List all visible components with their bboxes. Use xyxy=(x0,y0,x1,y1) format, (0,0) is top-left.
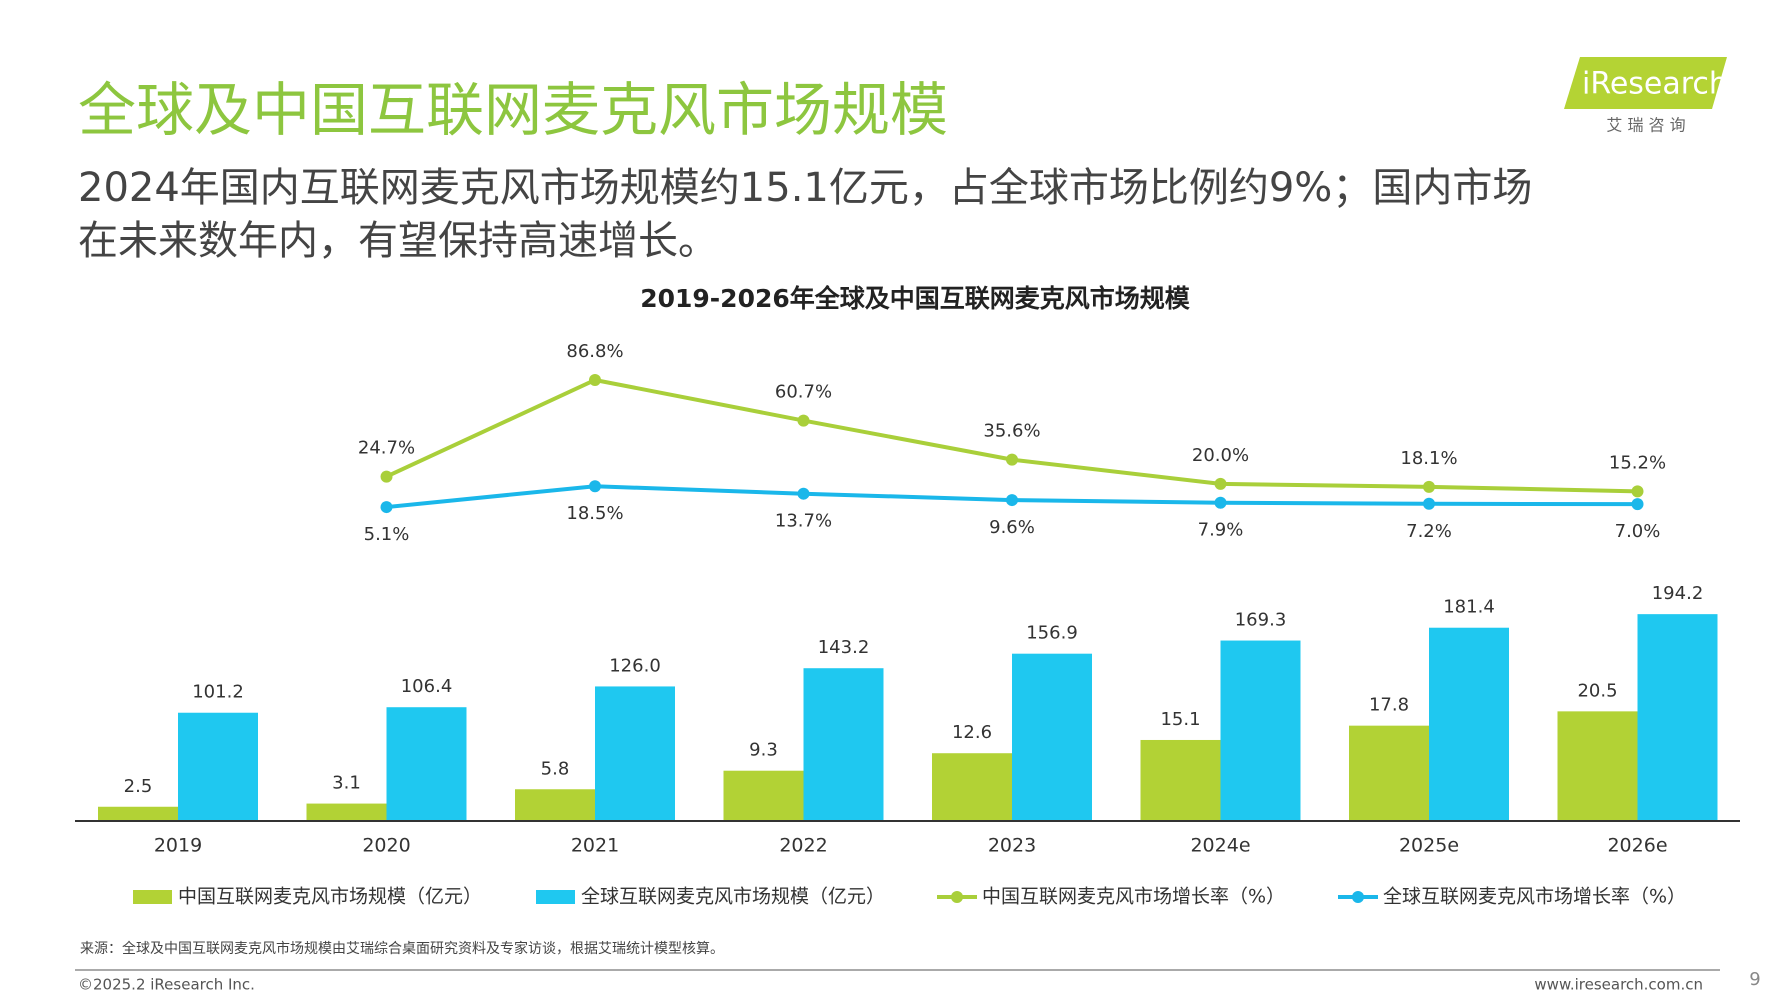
line-point xyxy=(1631,485,1644,498)
bar xyxy=(98,806,178,820)
bar-value-label: 169.3 xyxy=(1235,610,1287,631)
x-tick-label: 2020 xyxy=(362,835,410,857)
bar xyxy=(386,707,467,820)
bar xyxy=(1429,627,1509,820)
x-tick-label: 2021 xyxy=(571,835,619,857)
bar xyxy=(1637,614,1718,820)
bar xyxy=(723,770,804,820)
legend-label: 中国互联网麦克风市场规模（亿元） xyxy=(178,886,482,908)
bar-value-label: 15.1 xyxy=(1160,709,1200,730)
x-tick-label: 2025e xyxy=(1399,835,1459,857)
logo-badge xyxy=(1564,57,1727,109)
line-point xyxy=(1006,453,1018,466)
legend-swatch xyxy=(536,890,575,904)
line-point xyxy=(797,414,810,427)
line-value-label: 5.1% xyxy=(364,524,410,545)
line-value-label: 18.1% xyxy=(1400,448,1457,469)
url: www.iresearch.com.cn xyxy=(1534,976,1703,994)
bar-value-label: 2.5 xyxy=(124,776,153,797)
bar xyxy=(932,753,1012,820)
source: 来源：全球及中国互联网麦克风市场规模由艾瑞综合桌面研究资料及专家访谈，根据艾瑞统… xyxy=(80,940,724,957)
legend-label: 中国互联网麦克风市场增长率（%） xyxy=(982,886,1285,908)
x-tick-label: 2019 xyxy=(154,835,202,857)
copyright: ©2025.2 iResearch Inc. xyxy=(78,976,255,994)
legend-label: 全球互联网麦克风市场规模（亿元） xyxy=(581,886,885,908)
legend-swatch xyxy=(951,891,963,903)
line-point xyxy=(1214,477,1227,490)
line-point xyxy=(1423,480,1435,493)
line-point xyxy=(380,470,393,483)
bar-value-label: 17.8 xyxy=(1369,695,1409,716)
bar xyxy=(178,712,258,820)
legend-swatch xyxy=(1352,891,1364,903)
bar xyxy=(1012,653,1092,820)
x-tick-label: 2026e xyxy=(1607,835,1667,857)
bar-value-label: 101.2 xyxy=(192,682,244,703)
title: 全球及中国互联网麦克风市场规模 xyxy=(78,76,948,144)
line-value-label: 9.6% xyxy=(989,517,1035,538)
line-value-label: 7.9% xyxy=(1198,520,1244,541)
line-point xyxy=(1006,494,1018,507)
legend-swatch xyxy=(133,890,172,904)
line-point xyxy=(1214,496,1227,509)
page-number: 9 xyxy=(1749,969,1760,990)
bar-value-label: 12.6 xyxy=(952,722,992,743)
bar xyxy=(595,686,675,820)
legend-label: 全球互联网麦克风市场增长率（%） xyxy=(1383,886,1686,908)
bar xyxy=(515,789,595,820)
line-value-label: 24.7% xyxy=(358,438,415,459)
line-value-label: 15.2% xyxy=(1609,452,1666,473)
bar-value-label: 5.8 xyxy=(541,758,570,779)
line-value-label: 13.7% xyxy=(775,511,832,532)
bar xyxy=(1140,739,1221,820)
line-value-label: 7.2% xyxy=(1406,521,1452,542)
bar-value-label: 106.4 xyxy=(401,676,453,697)
x-tick-label: 2024e xyxy=(1190,835,1250,857)
bar-value-label: 20.5 xyxy=(1577,680,1617,701)
logo-brand: iResearch xyxy=(1582,67,1728,102)
x-tick-label: 2022 xyxy=(779,835,827,857)
chart-title: 2019-2026年全球及中国互联网麦克风市场规模 xyxy=(640,284,1191,313)
line-point xyxy=(797,487,810,500)
bar xyxy=(1349,725,1429,820)
bar-value-label: 126.0 xyxy=(609,655,661,676)
line-value-label: 7.0% xyxy=(1615,521,1661,542)
line-value-label: 20.0% xyxy=(1192,445,1249,466)
bar-value-label: 3.1 xyxy=(332,773,361,794)
bar-value-label: 181.4 xyxy=(1443,597,1495,618)
line-point xyxy=(589,373,601,386)
line-point xyxy=(380,501,393,514)
subtitle: 在未来数年内，有望保持高速增长。 xyxy=(78,218,718,264)
bar-value-label: 156.9 xyxy=(1026,623,1078,644)
line-value-label: 18.5% xyxy=(566,503,623,524)
subtitle: 2024年国内互联网麦克风市场规模约15.1亿元，占全球市场比例约9%；国内市场 xyxy=(78,165,1532,211)
line-value-label: 35.6% xyxy=(983,421,1040,442)
line-value-label: 60.7% xyxy=(775,382,832,403)
bar-value-label: 194.2 xyxy=(1652,583,1704,604)
line-point xyxy=(1423,497,1435,510)
line-point xyxy=(589,480,601,493)
logo-sub: 艾 瑞 咨 询 xyxy=(1606,116,1685,135)
line-value-label: 86.8% xyxy=(566,341,623,362)
bar xyxy=(1557,711,1638,820)
bar xyxy=(803,668,884,820)
bar xyxy=(1220,640,1301,820)
bar-value-label: 9.3 xyxy=(749,740,778,761)
line-point xyxy=(1631,498,1644,511)
bar xyxy=(306,803,387,820)
x-tick-label: 2023 xyxy=(988,835,1036,857)
bar-value-label: 143.2 xyxy=(818,637,870,658)
